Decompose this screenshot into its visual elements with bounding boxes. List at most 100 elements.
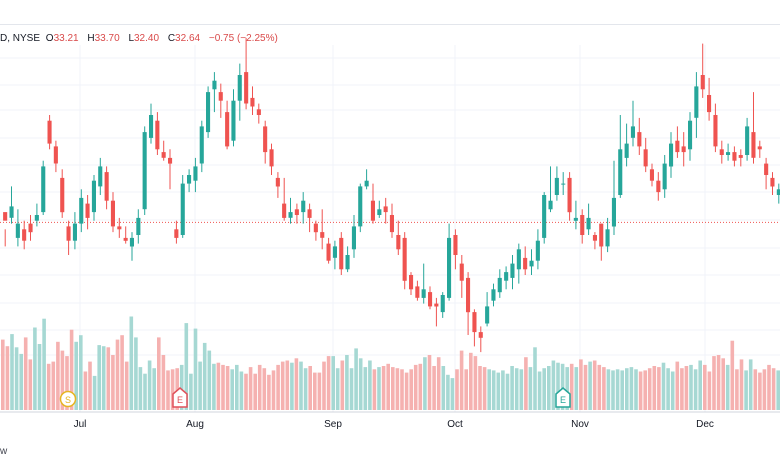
candle-body: [535, 240, 540, 261]
volume-bar: [276, 364, 280, 410]
candle-body: [28, 223, 33, 233]
candle-body: [770, 177, 775, 187]
candle-body: [485, 306, 490, 324]
low-label: L: [128, 33, 134, 44]
event-glyph: E: [560, 395, 566, 405]
candle-body: [129, 237, 134, 247]
candle-body: [586, 217, 591, 230]
candle-body: [421, 289, 426, 298]
candle-body: [72, 223, 77, 241]
candle-body: [402, 237, 407, 281]
volume-bar: [46, 363, 51, 410]
candle-body: [662, 163, 667, 190]
volume-bar: [725, 364, 730, 410]
volume-bar: [620, 370, 624, 410]
candle-body: [206, 92, 211, 133]
volume-bar: [455, 369, 459, 410]
candle-body: [320, 232, 325, 238]
candle-body: [199, 126, 204, 164]
volume-bar: [326, 356, 331, 410]
candle-body: [85, 203, 90, 218]
candle-body: [751, 132, 756, 158]
candle-body: [434, 303, 439, 307]
candle-body: [688, 120, 693, 150]
volume-bar: [707, 371, 712, 410]
candle-body: [415, 286, 420, 298]
volume-bar: [244, 373, 248, 410]
candle-body: [98, 166, 103, 187]
volume-bar: [551, 360, 556, 410]
volume-bar: [19, 353, 23, 410]
close-value: 32.64: [175, 33, 201, 44]
candle-body: [326, 243, 331, 261]
volume-bar: [771, 368, 776, 410]
candle-body: [307, 209, 312, 218]
candle-body: [656, 180, 661, 193]
candle-body: [244, 72, 249, 104]
candle-body: [637, 132, 642, 147]
volume-bar: [79, 335, 83, 410]
candle-body: [497, 277, 502, 293]
candle-body: [592, 235, 597, 241]
candle-body: [288, 212, 293, 218]
volume-bar: [143, 373, 147, 410]
volume-bar: [97, 345, 101, 410]
volume-bar: [423, 357, 427, 410]
volume-bar: [10, 334, 14, 410]
candle-body: [738, 155, 743, 158]
candle-body: [9, 206, 14, 218]
symbol-exchange[interactable]: D, NYSE: [0, 33, 41, 44]
candle-body: [155, 120, 160, 150]
volume-bar: [372, 369, 377, 410]
volume-bar: [459, 350, 464, 410]
volume-bar: [358, 358, 363, 410]
volume-bar: [111, 355, 115, 410]
volume-bar: [198, 361, 202, 410]
volume-bar: [579, 359, 583, 410]
volume-bar: [602, 367, 606, 410]
volume-bar: [88, 361, 92, 410]
volume-bar: [5, 346, 10, 410]
volume-bar: [762, 369, 767, 410]
candle-body: [694, 86, 699, 118]
volume-bar: [615, 369, 620, 410]
volume-bar: [267, 374, 271, 410]
volume-bar: [179, 364, 184, 410]
volume-bar: [739, 359, 744, 410]
volume-bar: [446, 374, 450, 410]
candle-body: [516, 249, 521, 270]
volume-bar: [689, 364, 693, 410]
candle-body: [447, 237, 452, 298]
footer-hint[interactable]: w: [0, 446, 8, 457]
volume-bar: [303, 368, 308, 410]
volume-bar: [436, 357, 441, 410]
volume-bar: [588, 361, 592, 410]
candle-body: [567, 177, 572, 213]
candle-body: [370, 200, 375, 221]
high-value-group: H33.70: [87, 33, 122, 44]
candle-body: [732, 152, 737, 161]
candle-body: [180, 183, 185, 235]
candle-body: [542, 195, 547, 238]
candle-body: [218, 92, 223, 101]
volume-bar: [157, 337, 161, 410]
candle-body: [669, 143, 674, 167]
volume-bar: [528, 367, 533, 410]
volume-bar: [280, 361, 285, 410]
close-value-group: C32.64: [168, 33, 203, 44]
volume-bar: [56, 341, 60, 410]
volume-bar: [253, 373, 257, 410]
volume-bar: [262, 368, 267, 410]
candle-body: [364, 180, 369, 187]
candle-body: [110, 200, 115, 227]
volume-bar: [574, 367, 579, 410]
volume-bar: [748, 359, 753, 410]
month-tick-label: Nov: [571, 419, 589, 430]
volume-bar: [308, 366, 312, 410]
candle-body: [282, 203, 287, 218]
volume-bar: [331, 356, 335, 410]
volume-bar: [207, 350, 212, 410]
month-tick-label: Dec: [696, 419, 714, 430]
volume-bar: [391, 367, 395, 410]
